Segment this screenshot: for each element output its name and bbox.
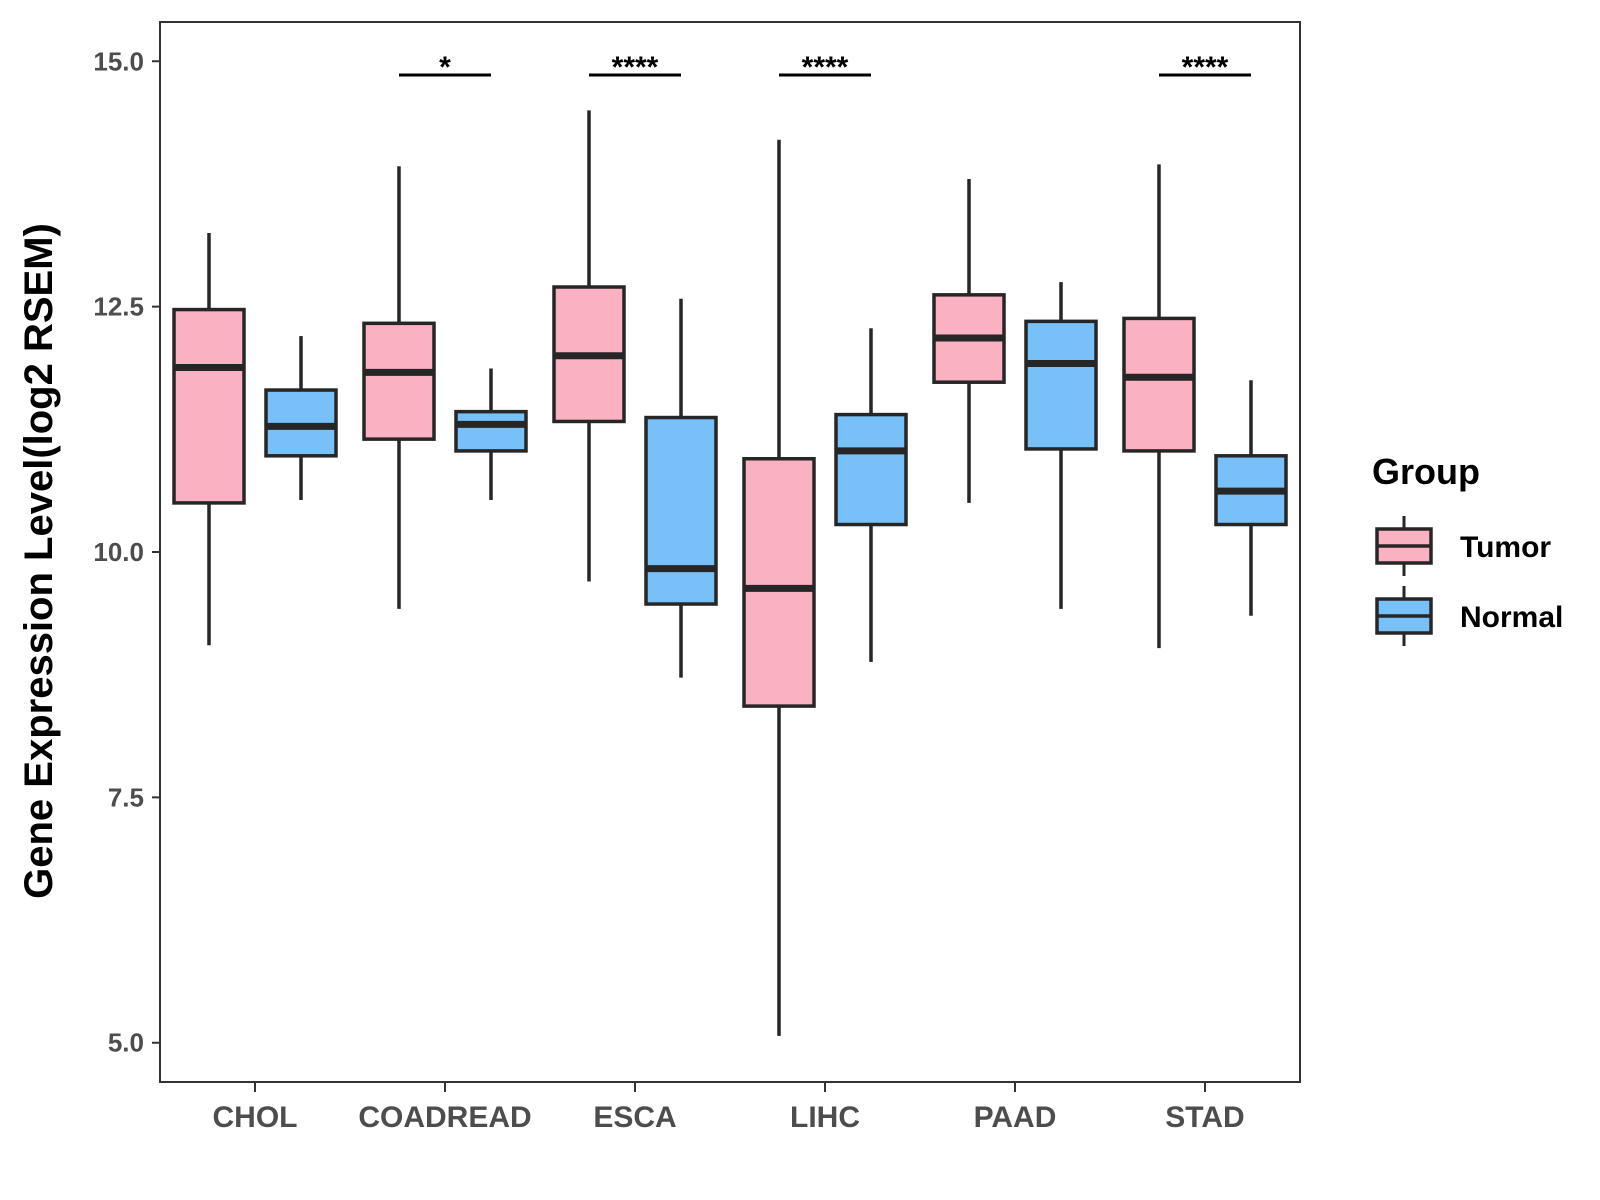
y-axis-title: Gene Expression Level(log2 RSEM) (17, 223, 61, 899)
box-iqr (1024, 319, 1098, 451)
y-tick-label: 5.0 (108, 1028, 144, 1058)
box-normal-stad (1214, 380, 1288, 616)
box-iqr (454, 409, 528, 453)
box-normal-lihc (834, 328, 908, 662)
y-tick-label: 10.0 (93, 537, 144, 567)
legend-key-normal (1375, 586, 1433, 646)
legend-key-tumor (1375, 516, 1433, 576)
significance-label: * (439, 51, 451, 84)
legend: Group Tumor Normal (1372, 451, 1563, 646)
box-tumor-coadread (362, 166, 436, 609)
box-tumor-esca (552, 110, 626, 582)
box-tumor-paad (932, 179, 1006, 503)
box-normal-chol (264, 336, 338, 500)
y-tick-label: 15.0 (93, 46, 144, 76)
box-tumor-stad (1122, 164, 1196, 649)
x-tick-label: LIHC (790, 1101, 860, 1134)
significance-label: **** (1182, 51, 1229, 84)
box-normal-esca (644, 298, 718, 678)
y-tick-label: 7.5 (108, 782, 144, 812)
box-iqr (834, 412, 908, 527)
box-iqr (1122, 316, 1196, 453)
box-iqr (742, 457, 816, 708)
box-iqr (644, 415, 718, 606)
x-tick-label: STAD (1165, 1101, 1244, 1134)
x-tick-label: PAAD (974, 1101, 1057, 1134)
axes: 5.0 7.5 10.0 12.5 15.0 CHOL COADREAD ESCA LIHC PA… (93, 21, 1301, 1134)
box-normal-paad (1024, 282, 1098, 609)
x-tick-label: COADREAD (358, 1101, 531, 1134)
box-iqr (172, 307, 246, 505)
box-tumor-chol (172, 233, 246, 646)
box-tumor-lihc (742, 139, 816, 1036)
plot-area: * **** **** **** (172, 51, 1288, 1036)
x-tick-label: CHOL (213, 1101, 298, 1134)
box-iqr (362, 321, 436, 441)
x-tick-label: ESCA (593, 1101, 676, 1134)
significance-label: **** (802, 51, 849, 84)
box-normal-coadread (454, 368, 528, 500)
legend-title: Group (1372, 451, 1480, 492)
y-tick-label: 12.5 (93, 292, 144, 322)
legend-label-tumor: Tumor (1460, 531, 1551, 564)
significance-label: **** (612, 51, 659, 84)
legend-label-normal: Normal (1460, 601, 1563, 634)
